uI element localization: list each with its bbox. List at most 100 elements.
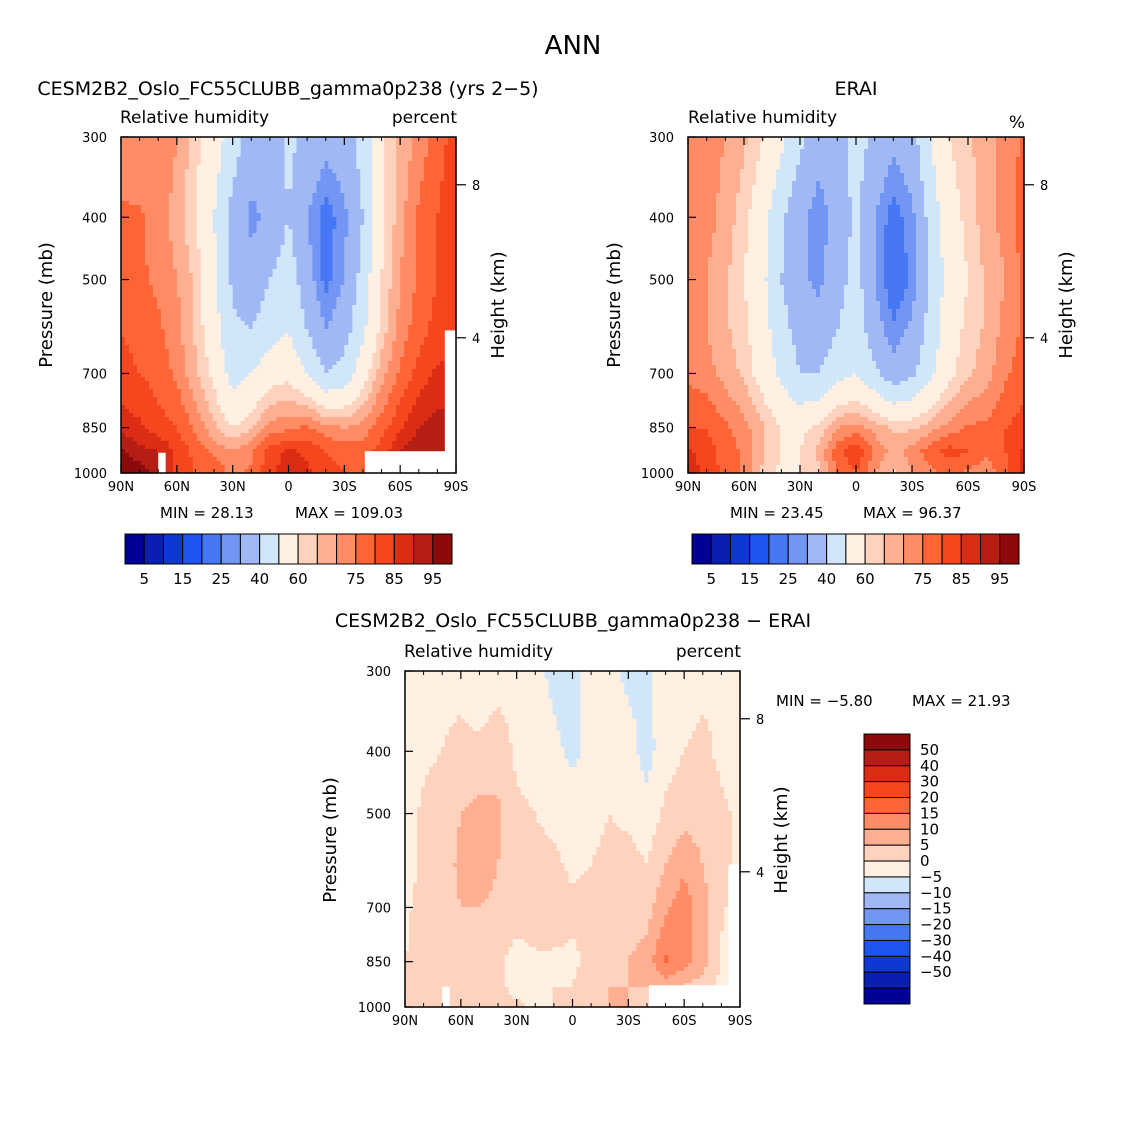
contour-cell [201, 217, 206, 222]
contour-cell [217, 165, 222, 170]
contour-cell [253, 213, 258, 218]
contour-cell [444, 209, 449, 214]
contour-cell [169, 177, 174, 182]
contour-cell [177, 165, 182, 170]
contour-cell [137, 185, 142, 190]
contour-cell [197, 149, 202, 154]
contour-cell [265, 197, 270, 202]
contour-cell [304, 145, 309, 150]
contour-cell [404, 153, 409, 158]
contour-cell [428, 177, 433, 182]
contour-cell [408, 213, 413, 218]
contour-cell [388, 177, 393, 182]
contour-cell [181, 209, 186, 214]
contour-cell [249, 217, 254, 222]
contour-cell [185, 153, 190, 158]
contour-cell [328, 221, 333, 226]
contour-cell [392, 197, 397, 202]
contour-cell [213, 161, 218, 166]
contour-cell [312, 225, 317, 230]
contour-cell [336, 169, 341, 174]
contour-cell [285, 161, 290, 166]
contour-cell [245, 153, 250, 158]
contour-cell [296, 193, 301, 198]
contour-cell [440, 201, 445, 206]
contour-cell [213, 197, 218, 202]
contour-cell [265, 157, 270, 162]
contour-cell [352, 185, 357, 190]
contour-cell [436, 173, 441, 178]
contour-cell [308, 201, 313, 206]
contour-cell [368, 149, 373, 154]
contour-cell [141, 153, 146, 158]
contour-cell [169, 161, 174, 166]
contour-cell [253, 201, 258, 206]
contour-cell [289, 161, 294, 166]
contour-cell [424, 145, 429, 150]
contour-cell [436, 169, 441, 174]
contour-cell [336, 185, 341, 190]
contour-cell [308, 169, 313, 174]
contour-cell [269, 161, 274, 166]
contour-cell [185, 177, 190, 182]
contour-cell [265, 145, 270, 150]
contour-cell [157, 189, 162, 194]
contour-cell [213, 213, 218, 218]
contour-cell [324, 177, 329, 182]
contour-cell [332, 209, 337, 214]
contour-cell [356, 205, 361, 210]
contour-cell [253, 141, 258, 146]
contour-cell [289, 153, 294, 158]
contour-cell [324, 141, 329, 146]
contour-cell [296, 205, 301, 210]
contour-cell [392, 157, 397, 162]
contour-cell [285, 185, 290, 190]
contour-cell [153, 189, 158, 194]
contour-cell [193, 177, 198, 182]
contour-cell [241, 209, 246, 214]
contour-cell [233, 189, 238, 194]
contour-cell [197, 169, 202, 174]
contour-cell [269, 157, 274, 162]
contour-cell [161, 169, 166, 174]
contour-cell [265, 225, 270, 230]
contour-cell [420, 157, 425, 162]
contour-cell [145, 189, 150, 194]
contour-cell [129, 173, 134, 178]
contour-cell [141, 193, 146, 198]
contour-cell [348, 145, 353, 150]
contour-cell [125, 205, 130, 210]
contour-cell [173, 201, 178, 206]
contour-cell [177, 173, 182, 178]
contour-cell [304, 193, 309, 198]
contour-cell [229, 173, 234, 178]
contour-cell [436, 177, 441, 182]
contour-cell [217, 161, 222, 166]
contour-cell [273, 201, 278, 206]
contour-cell [229, 201, 234, 206]
contour-cell [380, 149, 385, 154]
contour-cell [384, 201, 389, 206]
contour-cell [149, 205, 154, 210]
contour-cell [289, 201, 294, 206]
contour-cell [201, 181, 206, 186]
contour-cell [229, 193, 234, 198]
contour-cell [444, 201, 449, 206]
contour-cell [444, 189, 449, 194]
contour-cell [296, 197, 301, 202]
contour-cell [269, 169, 274, 174]
contour-cell [304, 225, 309, 230]
contour-cell [436, 157, 441, 162]
contour-cell [308, 225, 313, 230]
contour-cell [137, 145, 142, 150]
contour-cell [157, 141, 162, 146]
contour-cell [316, 185, 321, 190]
contour-cell [133, 161, 138, 166]
contour-cell [368, 153, 373, 158]
contour-cell [281, 149, 286, 154]
contour-cell [440, 141, 445, 146]
contour-cell [141, 177, 146, 182]
contour-cell [177, 189, 182, 194]
contour-cell [368, 185, 373, 190]
contour-cell [229, 197, 234, 202]
